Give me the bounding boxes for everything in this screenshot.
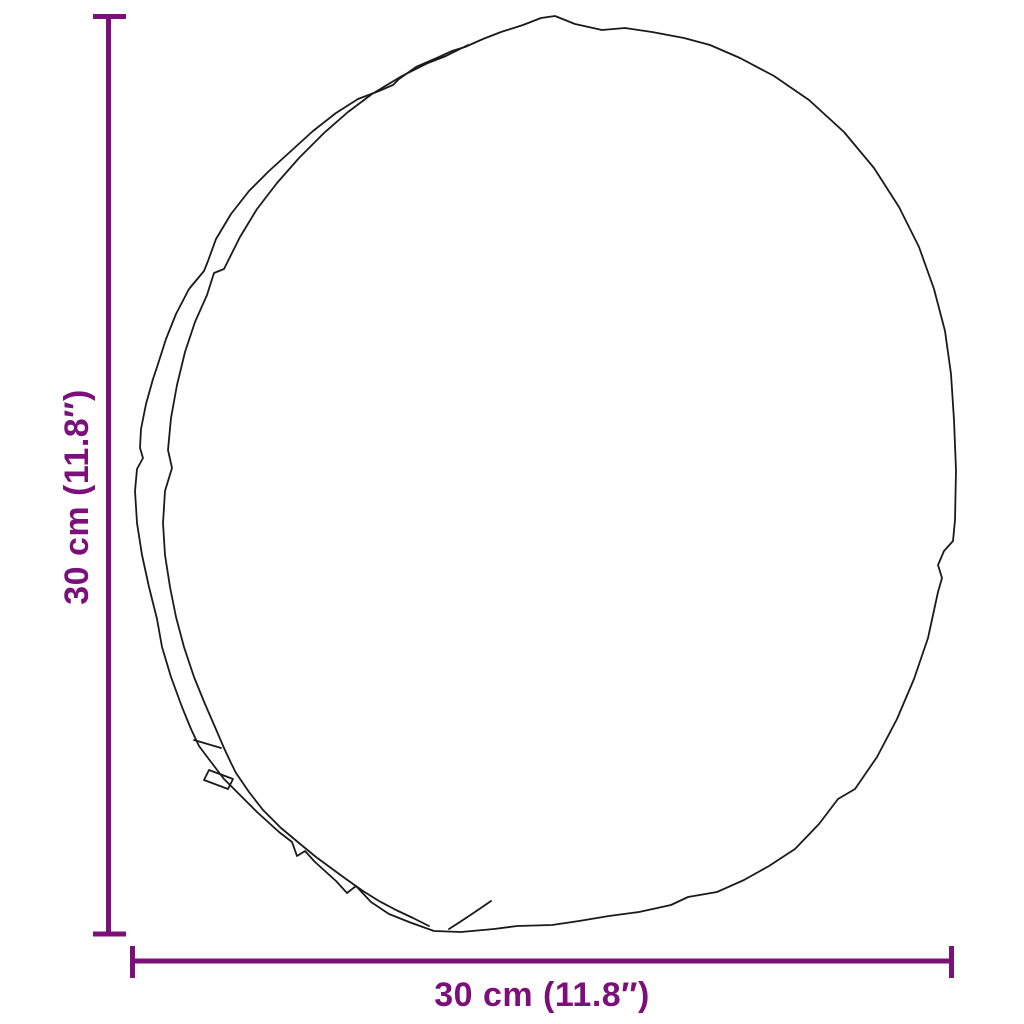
outline-tag-band	[203, 769, 234, 790]
height-dimension-label: 30 cm (11.8″)	[58, 389, 96, 605]
width-dimension-label: 30 cm (11.8″)	[434, 976, 650, 1014]
product-outline	[134, 15, 957, 933]
outline-seam-line	[162, 44, 469, 927]
outline-fold-line	[448, 900, 492, 930]
width-dimension: 30 cm (11.8″)	[130, 946, 954, 1014]
outline-tag-bar	[193, 739, 222, 749]
height-dimension: 30 cm (11.8″)	[58, 14, 126, 937]
outline-main-edge	[134, 15, 957, 933]
